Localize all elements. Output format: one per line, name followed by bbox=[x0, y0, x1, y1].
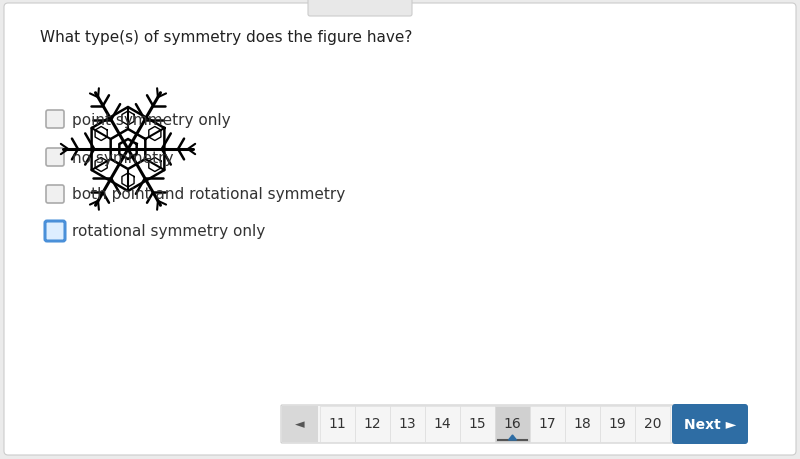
Text: 18: 18 bbox=[574, 416, 591, 430]
FancyBboxPatch shape bbox=[460, 406, 495, 442]
FancyBboxPatch shape bbox=[308, 0, 412, 17]
FancyBboxPatch shape bbox=[46, 149, 64, 167]
Text: point symmetry only: point symmetry only bbox=[72, 112, 230, 127]
Text: both point and rotational symmetry: both point and rotational symmetry bbox=[72, 187, 346, 202]
Text: 20: 20 bbox=[644, 416, 662, 430]
Polygon shape bbox=[509, 435, 517, 440]
FancyBboxPatch shape bbox=[45, 222, 65, 241]
FancyBboxPatch shape bbox=[600, 406, 635, 442]
Text: What type(s) of symmetry does the figure have?: What type(s) of symmetry does the figure… bbox=[40, 30, 412, 45]
FancyBboxPatch shape bbox=[281, 405, 745, 443]
FancyBboxPatch shape bbox=[320, 406, 355, 442]
FancyBboxPatch shape bbox=[46, 111, 64, 129]
Text: rotational symmetry only: rotational symmetry only bbox=[72, 224, 266, 239]
Text: 14: 14 bbox=[434, 416, 451, 430]
FancyBboxPatch shape bbox=[565, 406, 600, 442]
Text: no symmetry: no symmetry bbox=[72, 150, 174, 165]
FancyBboxPatch shape bbox=[635, 406, 670, 442]
FancyBboxPatch shape bbox=[390, 406, 425, 442]
FancyBboxPatch shape bbox=[355, 406, 390, 442]
Text: 12: 12 bbox=[364, 416, 382, 430]
Text: 19: 19 bbox=[609, 416, 626, 430]
Text: 15: 15 bbox=[469, 416, 486, 430]
Text: 13: 13 bbox=[398, 416, 416, 430]
FancyBboxPatch shape bbox=[495, 406, 530, 442]
Text: 16: 16 bbox=[504, 416, 522, 430]
Text: ◄: ◄ bbox=[295, 418, 305, 431]
Text: 11: 11 bbox=[329, 416, 346, 430]
FancyBboxPatch shape bbox=[46, 185, 64, 203]
FancyBboxPatch shape bbox=[672, 404, 748, 444]
Text: Next ►: Next ► bbox=[684, 417, 736, 431]
FancyBboxPatch shape bbox=[530, 406, 565, 442]
Text: 17: 17 bbox=[538, 416, 556, 430]
FancyBboxPatch shape bbox=[282, 406, 318, 442]
FancyBboxPatch shape bbox=[4, 4, 796, 455]
FancyBboxPatch shape bbox=[425, 406, 460, 442]
